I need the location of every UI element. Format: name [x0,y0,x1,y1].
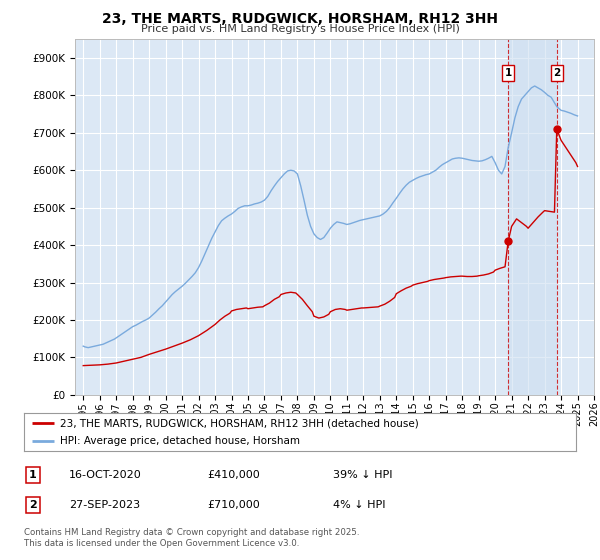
Text: 23, THE MARTS, RUDGWICK, HORSHAM, RH12 3HH: 23, THE MARTS, RUDGWICK, HORSHAM, RH12 3… [102,12,498,26]
Text: Contains HM Land Registry data © Crown copyright and database right 2025.
This d: Contains HM Land Registry data © Crown c… [24,528,359,548]
Text: 16-OCT-2020: 16-OCT-2020 [69,470,142,480]
Text: 27-SEP-2023: 27-SEP-2023 [69,500,140,510]
Text: 23, THE MARTS, RUDGWICK, HORSHAM, RH12 3HH (detached house): 23, THE MARTS, RUDGWICK, HORSHAM, RH12 3… [60,418,419,428]
Text: 1: 1 [505,68,512,78]
Text: 1: 1 [29,470,37,480]
Text: HPI: Average price, detached house, Horsham: HPI: Average price, detached house, Hors… [60,436,300,446]
Text: 2: 2 [29,500,37,510]
Text: Price paid vs. HM Land Registry's House Price Index (HPI): Price paid vs. HM Land Registry's House … [140,24,460,34]
Text: £410,000: £410,000 [207,470,260,480]
Text: 2: 2 [553,68,560,78]
Text: 39% ↓ HPI: 39% ↓ HPI [333,470,392,480]
Bar [508,39,557,395]
Text: 4% ↓ HPI: 4% ↓ HPI [333,500,386,510]
Text: £710,000: £710,000 [207,500,260,510]
